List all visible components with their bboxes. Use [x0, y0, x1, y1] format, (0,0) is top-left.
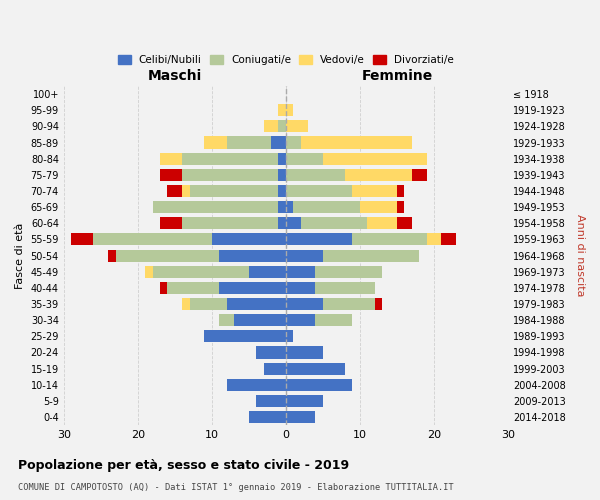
Bar	[367, 217, 397, 230]
Text: COMUNE DI CAMPOTOSTO (AQ) - Dati ISTAT 1° gennaio 2019 - Elaborazione TUTTITALIA: COMUNE DI CAMPOTOSTO (AQ) - Dati ISTAT 1…	[18, 484, 454, 492]
Bar	[182, 298, 190, 310]
Bar	[397, 217, 412, 230]
Bar	[219, 314, 234, 326]
Bar	[286, 314, 316, 326]
Bar	[212, 234, 286, 245]
Text: Popolazione per età, sesso e stato civile - 2019: Popolazione per età, sesso e stato civil…	[18, 460, 349, 472]
Bar	[227, 378, 286, 391]
Bar	[152, 201, 278, 213]
Bar	[227, 298, 286, 310]
Bar	[286, 266, 316, 278]
Bar	[205, 330, 286, 342]
Bar	[94, 234, 212, 245]
Y-axis label: Anni di nascita: Anni di nascita	[575, 214, 585, 297]
Bar	[278, 104, 286, 117]
Bar	[116, 250, 219, 262]
Bar	[205, 136, 227, 148]
Bar	[316, 282, 374, 294]
Bar	[412, 169, 427, 181]
Bar	[160, 217, 182, 230]
Y-axis label: Fasce di età: Fasce di età	[15, 222, 25, 289]
Bar	[360, 201, 397, 213]
Bar	[374, 298, 382, 310]
Bar	[249, 411, 286, 423]
Bar	[286, 152, 323, 164]
Bar	[190, 298, 227, 310]
Bar	[397, 201, 404, 213]
Bar	[278, 217, 286, 230]
Bar	[271, 136, 286, 148]
Bar	[227, 136, 271, 148]
Bar	[286, 346, 323, 358]
Bar	[323, 250, 419, 262]
Bar	[286, 298, 323, 310]
Bar	[71, 234, 94, 245]
Bar	[286, 330, 293, 342]
Bar	[286, 136, 301, 148]
Bar	[397, 185, 404, 197]
Bar	[286, 234, 352, 245]
Bar	[286, 185, 352, 197]
Bar	[152, 266, 249, 278]
Bar	[323, 298, 374, 310]
Bar	[219, 250, 286, 262]
Bar	[160, 282, 167, 294]
Bar	[145, 266, 152, 278]
Bar	[263, 120, 278, 132]
Bar	[256, 346, 286, 358]
Bar	[286, 411, 316, 423]
Bar	[316, 314, 352, 326]
Bar	[256, 395, 286, 407]
Bar	[182, 185, 190, 197]
Bar	[160, 169, 182, 181]
Bar	[286, 201, 293, 213]
Bar	[167, 282, 219, 294]
Bar	[286, 104, 293, 117]
Bar	[316, 266, 382, 278]
Bar	[278, 120, 286, 132]
Bar	[442, 234, 456, 245]
Bar	[278, 152, 286, 164]
Bar	[278, 169, 286, 181]
Bar	[278, 185, 286, 197]
Bar	[286, 250, 323, 262]
Bar	[182, 217, 278, 230]
Bar	[345, 169, 412, 181]
Legend: Celibi/Nubili, Coniugati/e, Vedovi/e, Divorziati/e: Celibi/Nubili, Coniugati/e, Vedovi/e, Di…	[114, 50, 458, 69]
Bar	[160, 152, 182, 164]
Text: Maschi: Maschi	[148, 69, 202, 83]
Text: Femmine: Femmine	[361, 69, 433, 83]
Bar	[167, 185, 182, 197]
Bar	[234, 314, 286, 326]
Bar	[352, 185, 397, 197]
Bar	[352, 234, 427, 245]
Bar	[301, 217, 367, 230]
Bar	[219, 282, 286, 294]
Bar	[263, 362, 286, 374]
Bar	[182, 152, 278, 164]
Bar	[323, 152, 427, 164]
Bar	[293, 201, 360, 213]
Bar	[286, 362, 345, 374]
Bar	[108, 250, 116, 262]
Bar	[286, 395, 323, 407]
Bar	[249, 266, 286, 278]
Bar	[286, 169, 345, 181]
Bar	[182, 169, 278, 181]
Bar	[286, 120, 308, 132]
Bar	[278, 201, 286, 213]
Bar	[190, 185, 278, 197]
Bar	[286, 378, 352, 391]
Bar	[427, 234, 442, 245]
Bar	[301, 136, 412, 148]
Bar	[286, 282, 316, 294]
Bar	[286, 217, 301, 230]
